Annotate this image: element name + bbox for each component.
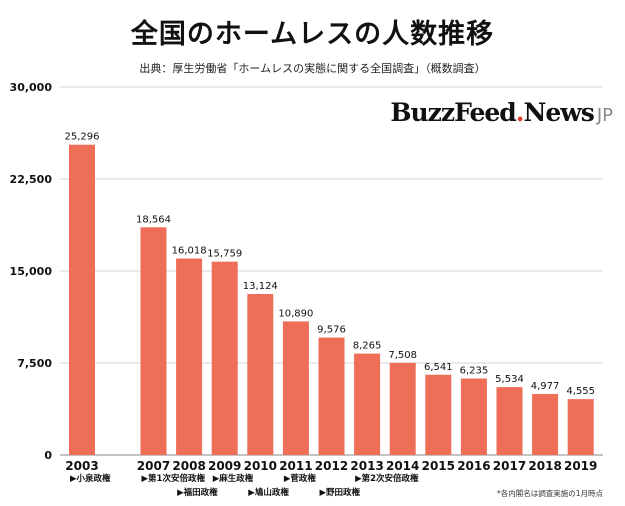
bar-2003 bbox=[69, 144, 95, 455]
x-tick-label-2011: 2011 bbox=[279, 459, 312, 473]
bar-2010 bbox=[247, 294, 274, 455]
bar-2016 bbox=[460, 378, 487, 455]
administration-label: ▶小泉政権 bbox=[70, 473, 111, 484]
value-label-2010: 13,124 bbox=[243, 281, 278, 292]
buzzfeed-news-logo: BuzzFeed.News JP bbox=[390, 98, 613, 127]
x-tick-label-2003: 2003 bbox=[65, 459, 98, 473]
logo-dot: . bbox=[515, 98, 525, 127]
x-tick-label-2014: 2014 bbox=[386, 459, 419, 473]
administration-label: ▶第1次安倍政権 bbox=[142, 473, 206, 484]
administration-label: ▶福田政権 bbox=[177, 487, 218, 498]
bar-2017 bbox=[496, 387, 523, 455]
value-label-2017: 5,534 bbox=[495, 374, 524, 385]
value-label-2003: 25,296 bbox=[65, 132, 100, 143]
logo-main: BuzzFeed bbox=[390, 98, 516, 127]
logo-suffix: JP bbox=[596, 105, 613, 126]
bar-2007 bbox=[140, 227, 167, 455]
x-tick-label-2008: 2008 bbox=[172, 459, 205, 473]
value-label-2015: 6,541 bbox=[424, 362, 453, 373]
value-label-2013: 8,265 bbox=[353, 341, 382, 352]
logo-news: News bbox=[523, 98, 594, 127]
value-label-2008: 16,018 bbox=[172, 246, 207, 257]
y-tick-label: 7,500 bbox=[17, 357, 52, 370]
bar-2018 bbox=[532, 393, 559, 455]
value-label-2012: 9,576 bbox=[317, 325, 346, 336]
x-tick-label-2012: 2012 bbox=[315, 459, 348, 473]
bar-2011 bbox=[282, 321, 309, 455]
value-label-2007: 18,564 bbox=[136, 214, 171, 225]
x-tick-label-2019: 2019 bbox=[564, 459, 597, 473]
administration-label: ▶第2次安倍政権 bbox=[355, 473, 419, 484]
value-label-2009: 15,759 bbox=[207, 249, 242, 260]
chart-title: 全国のホームレスの人数推移 bbox=[130, 19, 495, 50]
administration-label: ▶麻生政権 bbox=[213, 473, 254, 484]
administration-label: ▶野田政権 bbox=[320, 487, 361, 498]
x-tick-label-2013: 2013 bbox=[350, 459, 383, 473]
x-tick-label-2017: 2017 bbox=[493, 459, 526, 473]
value-label-2016: 6,235 bbox=[460, 366, 489, 377]
x-tick-label-2007: 2007 bbox=[137, 459, 170, 473]
y-tick-label: 15,000 bbox=[10, 265, 53, 278]
administration-label: ▶菅政権 bbox=[284, 473, 317, 484]
value-label-2018: 4,977 bbox=[531, 381, 560, 392]
y-tick-label: 0 bbox=[44, 449, 52, 462]
bar-2019 bbox=[567, 399, 594, 455]
chart-subtitle: 出典：厚生労働省「ホームレスの実態に関する全国調査」（概数調査） bbox=[139, 62, 486, 75]
x-tick-label-2016: 2016 bbox=[457, 459, 490, 473]
y-tick-label: 22,500 bbox=[10, 173, 53, 186]
bar-2008 bbox=[176, 258, 203, 455]
bar-2015 bbox=[425, 374, 452, 455]
x-tick-label-2015: 2015 bbox=[422, 459, 455, 473]
bar-2012 bbox=[318, 337, 345, 455]
value-label-2019: 4,555 bbox=[566, 386, 595, 397]
value-label-2011: 10,890 bbox=[278, 308, 313, 319]
bar-2013 bbox=[354, 353, 381, 455]
footnote: *各内閣名は調査実施の1月時点 bbox=[496, 489, 603, 498]
y-tick-label: 30,000 bbox=[10, 81, 53, 94]
bar-2009 bbox=[211, 261, 238, 455]
x-tick-label-2018: 2018 bbox=[528, 459, 561, 473]
administration-label: ▶鳩山政権 bbox=[248, 487, 289, 498]
x-tick-label-2010: 2010 bbox=[244, 459, 277, 473]
x-tick-label-2009: 2009 bbox=[208, 459, 241, 473]
bar-2014 bbox=[389, 362, 416, 455]
value-label-2014: 7,508 bbox=[388, 350, 417, 361]
